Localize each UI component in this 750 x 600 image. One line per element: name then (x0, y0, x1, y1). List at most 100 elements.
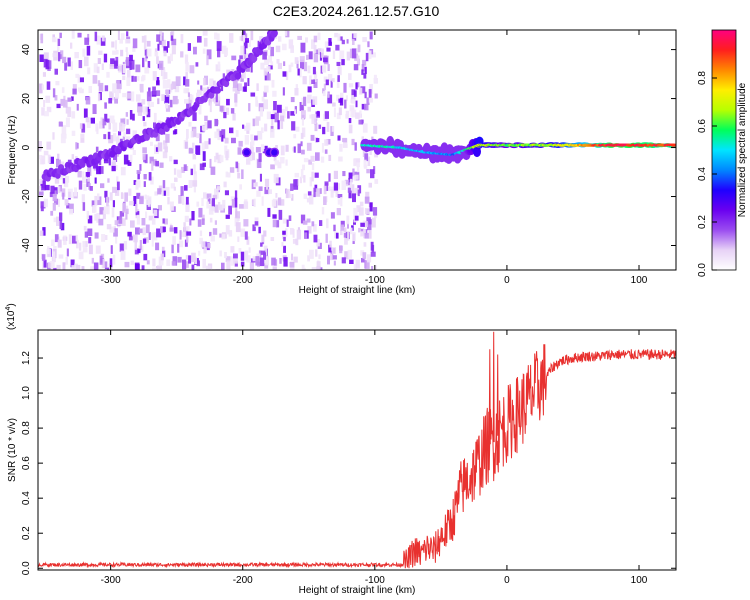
noise-cell (327, 255, 330, 265)
noise-cell (39, 230, 44, 236)
noise-cell (67, 188, 73, 199)
noise-cell (322, 65, 327, 73)
noise-cell (355, 158, 361, 163)
noise-cell (232, 87, 236, 92)
noise-cell (249, 261, 254, 270)
noise-cell (118, 216, 123, 224)
noise-cell (100, 117, 104, 125)
noise-cell (138, 228, 143, 234)
noise-cell (333, 107, 336, 118)
noise-cell (41, 155, 46, 165)
noise-cell (39, 83, 43, 94)
noise-cell (264, 187, 270, 195)
noise-cell (246, 255, 251, 263)
snr-x-axis-label: Height of straight line (km) (299, 585, 416, 596)
noise-cell (278, 197, 282, 206)
track-point (208, 91, 215, 99)
noise-cell (42, 227, 46, 236)
noise-cell (65, 117, 70, 128)
noise-cell (227, 172, 231, 178)
noise-cell (244, 250, 249, 261)
noise-cell (134, 239, 137, 250)
noise-cell (344, 179, 349, 185)
noise-cell (311, 39, 316, 49)
noise-cell (39, 179, 43, 184)
noise-cell (254, 118, 259, 126)
noise-cell (52, 53, 57, 58)
noise-cell (171, 261, 176, 266)
noise-cell (301, 110, 306, 119)
noise-cell (302, 76, 307, 85)
noise-cell (231, 137, 236, 144)
noise-cell (66, 203, 70, 209)
noise-cell (151, 237, 154, 247)
noise-cell (317, 110, 320, 117)
noise-cell (324, 269, 330, 270)
noise-cell (148, 215, 154, 221)
noise-cell (69, 203, 74, 213)
noise-cell (203, 77, 206, 86)
noise-cell (207, 243, 211, 249)
noise-cell (201, 197, 204, 207)
noise-cell (86, 45, 91, 56)
noise-cell (110, 58, 115, 67)
noise-cell (339, 97, 344, 106)
noise-cell (184, 88, 190, 94)
noise-cell (217, 201, 221, 210)
noise-cell (137, 106, 143, 116)
noise-cell (300, 141, 303, 147)
noise-cell (94, 195, 98, 206)
noise-cell (277, 120, 280, 130)
noise-cell (76, 239, 79, 249)
noise-cell (333, 182, 338, 191)
noise-cell (356, 160, 360, 168)
noise-cell (107, 178, 110, 183)
noise-cell (250, 92, 256, 97)
y-tick-label: 0.4 (21, 491, 32, 505)
noise-cell (349, 227, 353, 235)
noise-cell (210, 235, 215, 242)
noise-cell (276, 220, 280, 228)
noise-cell (108, 135, 114, 144)
noise-cell (125, 39, 131, 44)
noise-cell (353, 90, 357, 97)
noise-cell (301, 149, 305, 155)
noise-cell (119, 38, 123, 44)
noise-cell (360, 250, 365, 256)
noise-cell (252, 152, 255, 161)
noise-cell (237, 172, 241, 179)
noise-cell (52, 88, 56, 98)
noise-cell (59, 175, 64, 180)
noise-cell (155, 160, 159, 167)
noise-cell (162, 226, 166, 233)
noise-cell (74, 263, 78, 270)
noise-cell (43, 100, 46, 107)
noise-cell (217, 135, 222, 141)
noise-cell (132, 130, 137, 138)
track-point (223, 80, 230, 88)
x-tick-label: 0 (504, 275, 510, 286)
noise-cell (285, 106, 288, 112)
noise-cell (146, 109, 151, 118)
noise-cell (355, 259, 360, 269)
noise-cell (41, 84, 44, 90)
noise-cell (94, 213, 98, 221)
noise-cell (352, 193, 356, 203)
noise-cell (362, 59, 367, 66)
noise-cell (353, 175, 356, 181)
noise-cell (58, 254, 64, 259)
noise-cell (271, 118, 274, 126)
noise-cell (222, 199, 226, 209)
noise-cell (95, 146, 99, 153)
noise-cell (272, 266, 277, 270)
noise-cell (371, 217, 376, 225)
noise-cell (190, 168, 193, 176)
noise-cell (103, 206, 109, 215)
noise-cell (54, 234, 59, 243)
noise-cell (156, 34, 161, 42)
noise-cell (189, 99, 192, 109)
snr-panel: -300 -200 -100 0 100 0.0 0.2 0.4 0.6 0.8 1.0 1.2 H… (5, 303, 677, 596)
noise-cell (157, 98, 160, 105)
noise-cell (283, 237, 286, 242)
noise-cell (104, 235, 108, 240)
